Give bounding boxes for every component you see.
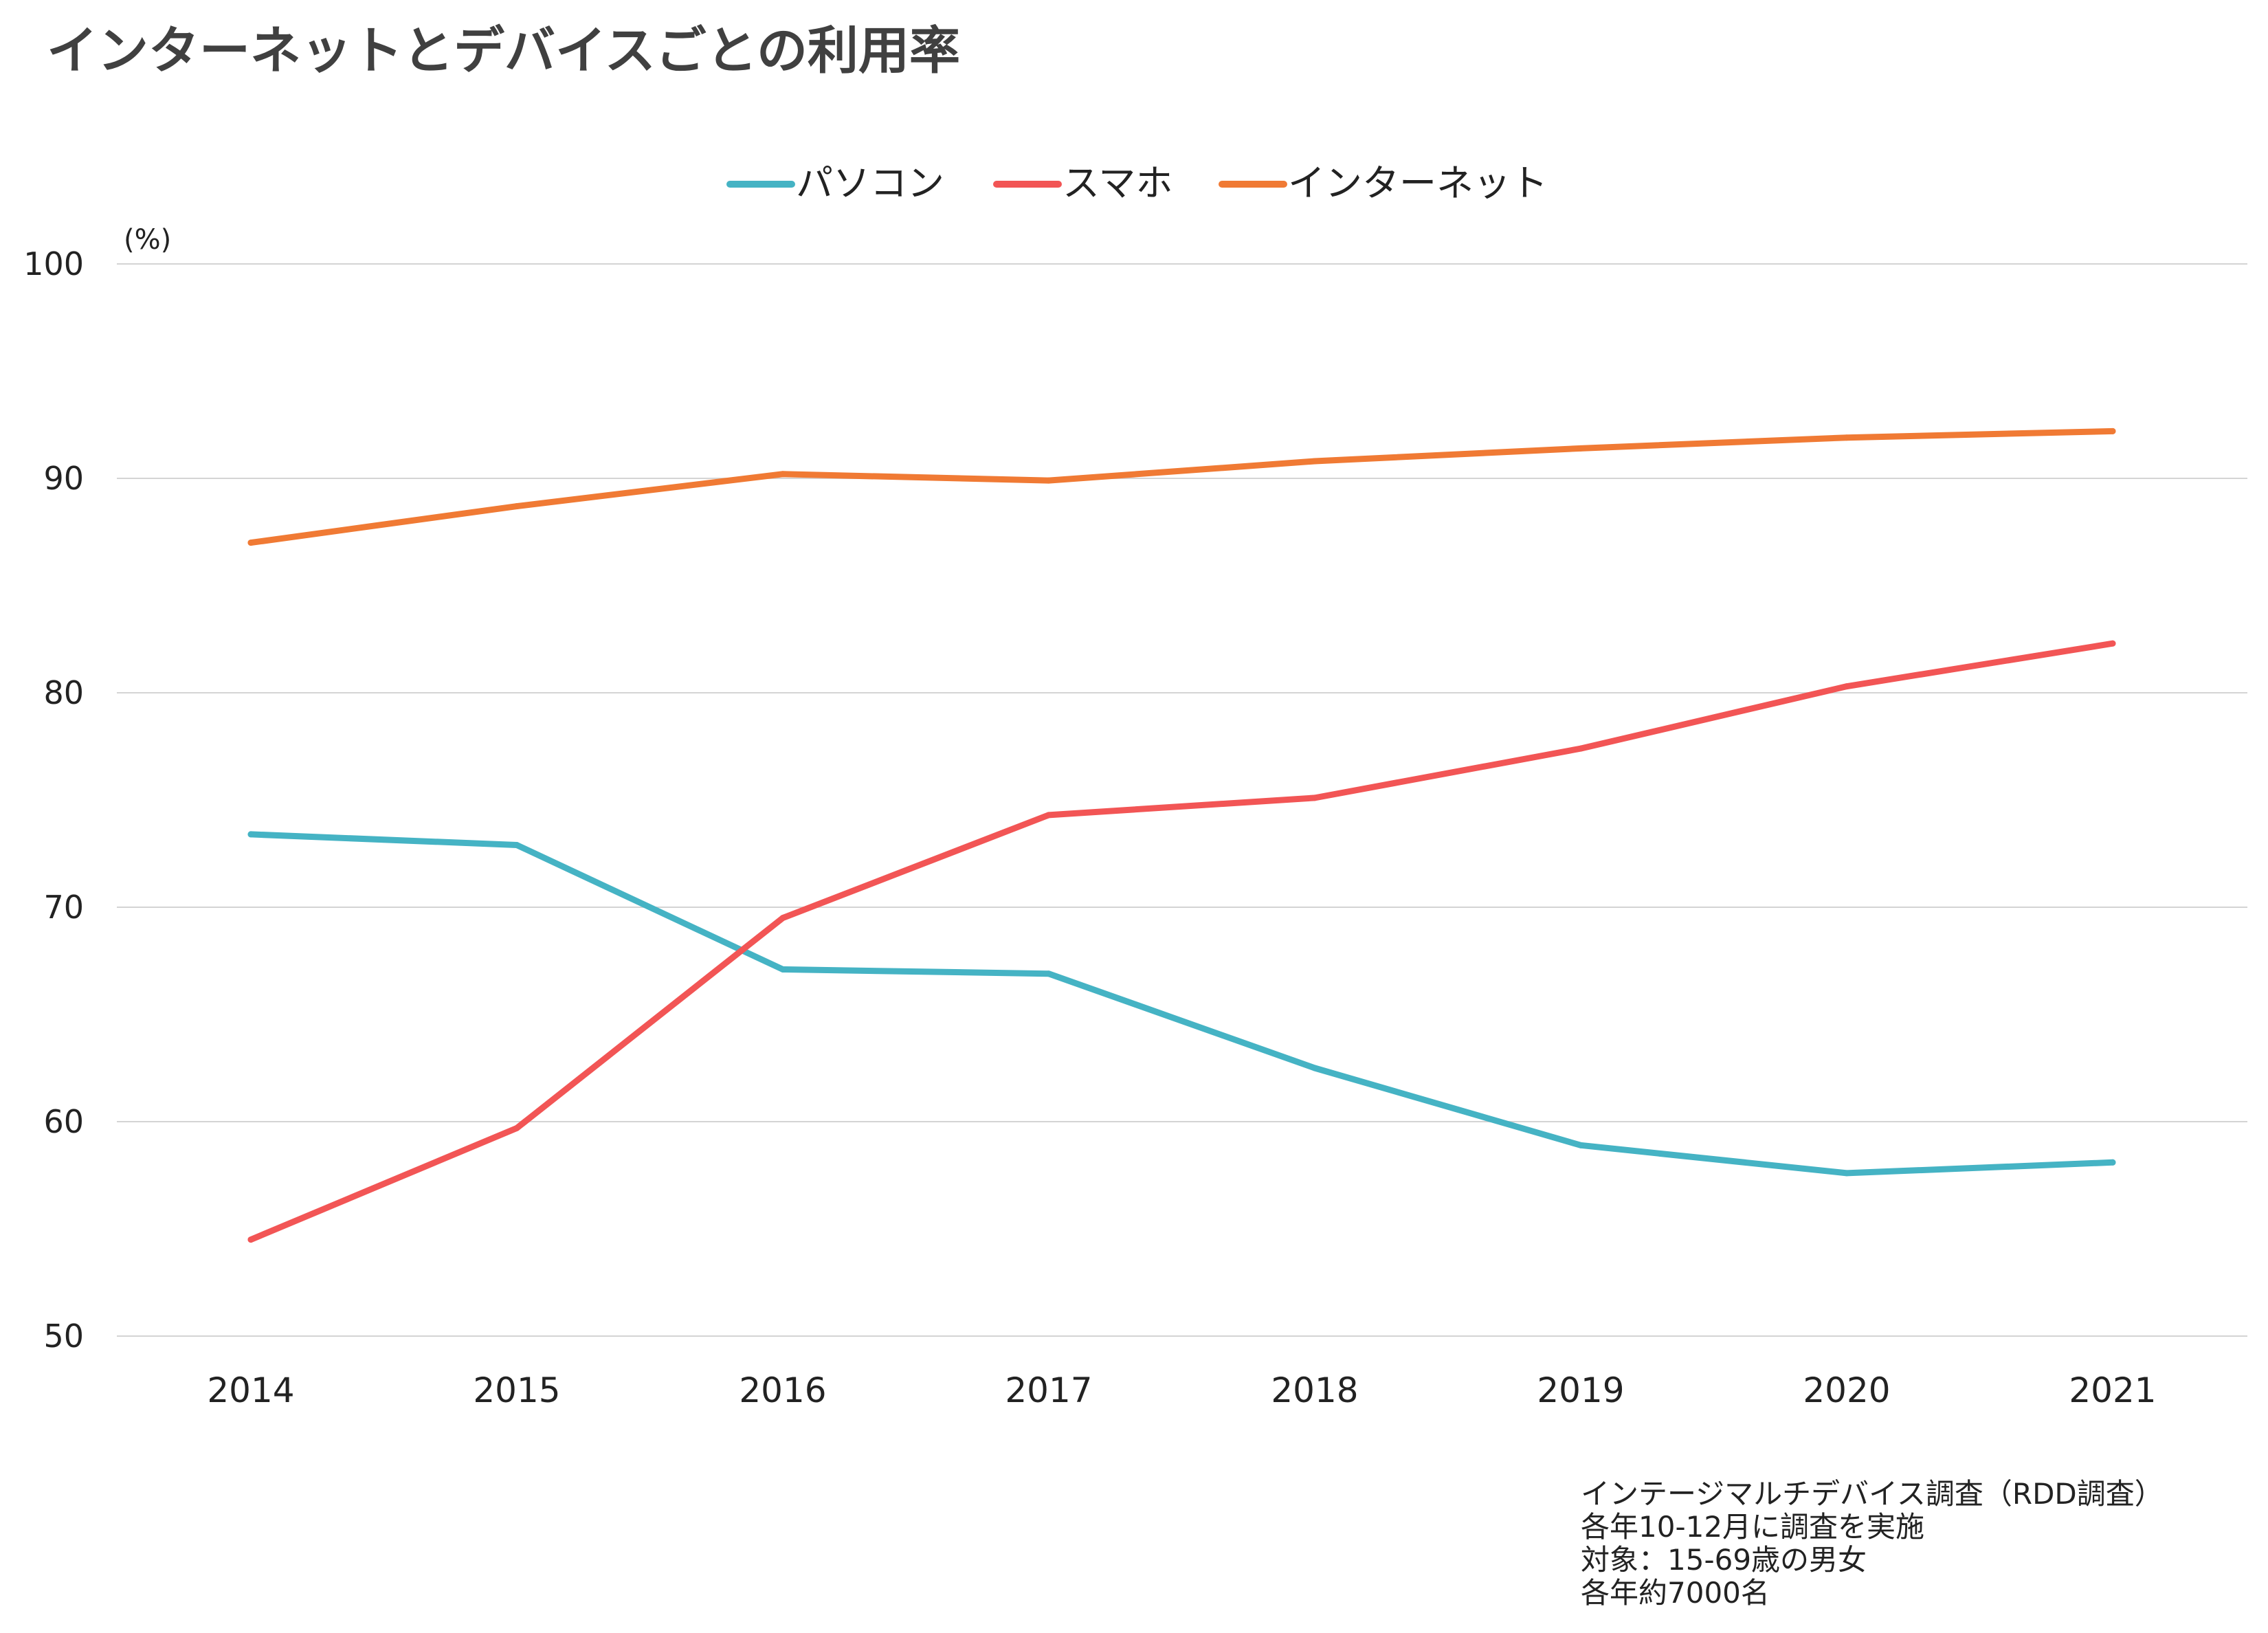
note-line: 各年約7000名 bbox=[1581, 1576, 1770, 1610]
data-point bbox=[1843, 1170, 1850, 1177]
data-point bbox=[1311, 458, 1318, 465]
legend-item: スマホ bbox=[993, 162, 1172, 205]
data-point bbox=[1843, 683, 1850, 690]
x-tick-label: 2021 bbox=[2069, 1370, 2156, 1410]
series-line bbox=[247, 640, 2116, 1243]
x-tick-label: 2020 bbox=[1803, 1370, 1890, 1410]
data-point bbox=[779, 915, 786, 922]
data-point bbox=[1577, 745, 1584, 752]
data-point bbox=[779, 966, 786, 973]
legend-item: インターネット bbox=[1219, 162, 1548, 205]
gridlines bbox=[117, 263, 2247, 1337]
series-2 bbox=[247, 427, 2116, 546]
data-point bbox=[1577, 445, 1584, 452]
x-tick-label: 2019 bbox=[1537, 1370, 1624, 1410]
legend-label: スマホ bbox=[1063, 162, 1172, 205]
y-tick-label: 50 bbox=[43, 1318, 84, 1355]
data-point bbox=[1311, 1065, 1318, 1071]
data-point bbox=[513, 842, 520, 849]
legend-item: パソコン bbox=[726, 162, 944, 205]
data-point bbox=[513, 1124, 520, 1131]
x-tick-label: 2015 bbox=[473, 1370, 560, 1410]
data-point bbox=[513, 503, 520, 510]
data-point bbox=[247, 1236, 254, 1243]
data-point bbox=[1577, 1142, 1584, 1148]
source-notes: インテージマルチデバイス調査（RDD調査） 各年10-12月に調査を実施 対象：… bbox=[1581, 1478, 2164, 1610]
data-point bbox=[1045, 812, 1052, 819]
legend: パソコン スマホ インターネット bbox=[726, 162, 1548, 205]
y-axis-unit-label: (%) bbox=[124, 224, 171, 256]
x-tick-label: 2016 bbox=[739, 1370, 826, 1410]
x-tick-label: 2014 bbox=[207, 1370, 294, 1410]
data-point bbox=[1045, 970, 1052, 977]
series-line bbox=[247, 427, 2116, 546]
data-point bbox=[247, 540, 254, 546]
note-line: インテージマルチデバイス調査（RDD調査） bbox=[1581, 1477, 2164, 1511]
series-line bbox=[247, 831, 2116, 1177]
data-point bbox=[1843, 434, 1850, 441]
data-point bbox=[779, 471, 786, 478]
y-tick-label: 90 bbox=[43, 460, 84, 497]
chart-title: インターネットとデバイスごとの利用率 bbox=[47, 21, 961, 80]
y-tick-label: 100 bbox=[23, 245, 84, 282]
x-tick-label: 2017 bbox=[1005, 1370, 1092, 1410]
x-tick-label: 2018 bbox=[1271, 1370, 1358, 1410]
y-tick-label: 80 bbox=[43, 674, 84, 711]
data-point bbox=[2109, 427, 2116, 434]
data-point bbox=[2109, 640, 2116, 647]
data-point bbox=[1311, 795, 1318, 801]
note-line: 各年10-12月に調査を実施 bbox=[1581, 1510, 1925, 1544]
y-axis-ticks: 50 60 70 80 90 100 bbox=[23, 245, 84, 1355]
legend-label: パソコン bbox=[796, 162, 944, 205]
legend-label: インターネット bbox=[1288, 162, 1548, 205]
note-line: 対象：15-69歳の男女 bbox=[1581, 1543, 1867, 1577]
x-axis-ticks: 2014 2015 2016 2017 2018 2019 2020 2021 bbox=[207, 1370, 2156, 1410]
data-point bbox=[2109, 1159, 2116, 1166]
data-point bbox=[1045, 477, 1052, 484]
y-tick-label: 60 bbox=[43, 1103, 84, 1140]
series-0 bbox=[247, 831, 2116, 1177]
y-tick-label: 70 bbox=[43, 889, 84, 926]
series-layer bbox=[247, 427, 2116, 1243]
data-point bbox=[247, 831, 254, 838]
series-1 bbox=[247, 640, 2116, 1243]
